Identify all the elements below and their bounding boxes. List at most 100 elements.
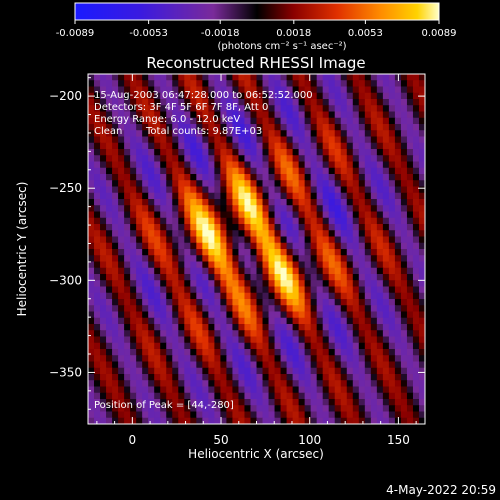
- heatmap-cell: [328, 136, 336, 144]
- heatmap-cell: [280, 311, 288, 319]
- heatmap-cell: [136, 86, 143, 94]
- heatmap-cell: [250, 249, 258, 256]
- heatmap-cell: [418, 80, 425, 88]
- heatmap-cell: [412, 130, 420, 138]
- heatmap-cell: [112, 417, 119, 424]
- heatmap-cell: [106, 205, 113, 213]
- heatmap-cell: [124, 199, 131, 206]
- heatmap-cell: [232, 174, 240, 181]
- heatmap-cell: [418, 86, 425, 94]
- heatmap-cell: [358, 92, 366, 100]
- heatmap-cell: [292, 274, 300, 281]
- heatmap-cell: [352, 205, 360, 213]
- heatmap-cell: [256, 305, 264, 313]
- heatmap-cell: [184, 205, 191, 213]
- heatmap-cell: [142, 224, 149, 231]
- heatmap-cell: [358, 374, 366, 381]
- heatmap-cell: [334, 86, 342, 94]
- heatmap-cell: [400, 74, 408, 81]
- heatmap-cell: [292, 399, 300, 406]
- heatmap-cell: [322, 136, 330, 144]
- heatmap-cell: [274, 386, 282, 394]
- heatmap-cell: [166, 255, 173, 263]
- heatmap-cell: [334, 330, 342, 338]
- heatmap-cell: [412, 349, 420, 356]
- heatmap-cell: [418, 292, 425, 300]
- heatmap-cell: [250, 261, 258, 269]
- heatmap-cell: [310, 80, 318, 88]
- heatmap-cell: [304, 174, 312, 181]
- heatmap-cell: [232, 386, 240, 394]
- heatmap-cell: [406, 236, 414, 244]
- heatmap-cell: [250, 167, 258, 175]
- heatmap-cell: [274, 405, 282, 413]
- heatmap-cell: [286, 392, 294, 400]
- heatmap-cell: [112, 355, 119, 363]
- heatmap-cell: [268, 336, 276, 344]
- heatmap-cell: [88, 361, 95, 369]
- heatmap-cell: [316, 211, 324, 219]
- heatmap-cell: [394, 299, 402, 306]
- heatmap-cell: [208, 380, 215, 388]
- heatmap-cell: [406, 417, 414, 424]
- heatmap-cell: [142, 192, 149, 200]
- heatmap-cell: [136, 311, 143, 319]
- heatmap-cell: [418, 186, 425, 194]
- heatmap-cell: [328, 374, 336, 381]
- heatmap-cell: [124, 186, 131, 194]
- heatmap-cell: [184, 180, 191, 188]
- heatmap-cell: [262, 305, 270, 313]
- heatmap-cell: [220, 380, 228, 388]
- heatmap-cell: [412, 167, 420, 175]
- heatmap-cell: [112, 249, 119, 256]
- heatmap-cell: [226, 292, 234, 300]
- heatmap-cell: [412, 192, 420, 200]
- heatmap-cell: [148, 317, 155, 325]
- heatmap-cell: [328, 280, 336, 288]
- heatmap-cell: [256, 242, 264, 250]
- heatmap-cell: [112, 374, 119, 381]
- heatmap-cell: [298, 286, 306, 294]
- heatmap-cell: [334, 299, 342, 306]
- heatmap-cell: [340, 399, 348, 406]
- heatmap-cell: [130, 199, 137, 206]
- heatmap-cell: [238, 86, 246, 94]
- heatmap-cell: [208, 261, 215, 269]
- heatmap-cell: [250, 392, 258, 400]
- heatmap-cell: [94, 417, 101, 424]
- heatmap-cell: [304, 199, 312, 206]
- heatmap-cell: [262, 242, 270, 250]
- heatmap-cell: [286, 130, 294, 138]
- heatmap-cell: [280, 324, 288, 331]
- heatmap-cell: [364, 217, 372, 225]
- heatmap-cell: [262, 86, 270, 94]
- heatmap-cell: [184, 92, 191, 100]
- heatmap-cell: [88, 111, 95, 119]
- heatmap-cell: [280, 261, 288, 269]
- heatmap-cell: [346, 267, 354, 275]
- heatmap-cell: [118, 349, 125, 356]
- heatmap-cell: [208, 330, 215, 338]
- x-tick-label: 150: [387, 433, 410, 447]
- heatmap-cell: [118, 99, 125, 106]
- heatmap-cell: [202, 217, 209, 225]
- x-axis-label: Heliocentric X (arcsec): [188, 447, 324, 461]
- heatmap-cell: [322, 361, 330, 369]
- heatmap-cell: [256, 280, 264, 288]
- heatmap-cell: [382, 274, 390, 281]
- heatmap-cell: [148, 211, 155, 219]
- heatmap-cell: [208, 199, 215, 206]
- heatmap-cell: [160, 217, 167, 225]
- heatmap-cell: [292, 86, 300, 94]
- heatmap-cell: [340, 111, 348, 119]
- heatmap-cell: [406, 324, 414, 331]
- heatmap-cell: [400, 255, 408, 263]
- heatmap-cell: [268, 349, 276, 356]
- heatmap-cell: [406, 74, 414, 81]
- heatmap-cell: [244, 186, 252, 194]
- heatmap-cell: [388, 392, 396, 400]
- heatmap-cell: [382, 124, 390, 131]
- heatmap-cell: [208, 74, 215, 81]
- heatmap-cell: [130, 324, 137, 331]
- heatmap-cell: [154, 367, 161, 375]
